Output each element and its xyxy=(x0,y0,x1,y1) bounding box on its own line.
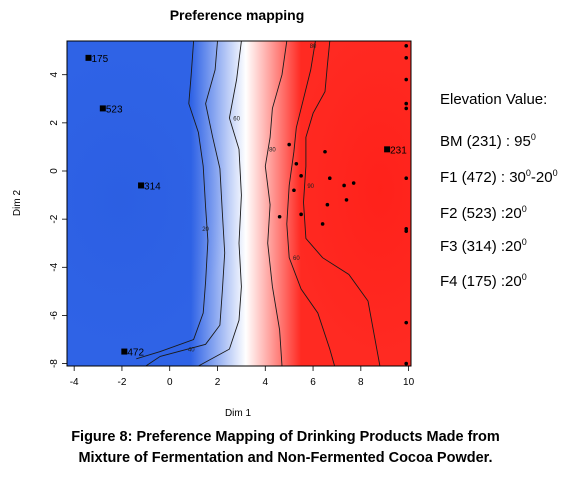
elevation-degree: 0 xyxy=(530,132,536,142)
contour-label: 90 xyxy=(307,184,314,190)
elevation-row-text: F2 (523) :20 xyxy=(440,205,522,222)
consumer-point xyxy=(404,176,409,181)
product-label: 175 xyxy=(92,54,109,65)
product-point xyxy=(138,182,145,189)
x-tick-label: -2 xyxy=(117,377,126,388)
contour-label: 20 xyxy=(202,227,209,233)
contour-labels: 20 40 60 80 80 90 60 xyxy=(188,44,317,353)
product-point xyxy=(121,348,128,355)
consumer-point xyxy=(299,174,303,178)
elevation-row-text: F1 (472) : 30 xyxy=(440,169,526,186)
elevation-degree: 0 xyxy=(525,168,531,178)
consumer-point xyxy=(277,214,282,219)
elevation-row-f1: F1 (472) : 300-200 xyxy=(440,168,558,186)
elevation-row-f4: F4 (175) :200 xyxy=(440,272,527,290)
consumer-point xyxy=(404,320,409,325)
elevation-row-text: F4 (175) :20 xyxy=(440,273,522,290)
x-tick-label: 4 xyxy=(262,377,268,388)
elevation-heading: Elevation Value: xyxy=(440,91,548,108)
contour-line xyxy=(264,41,288,366)
elevation-row-bm: BM (231) : 950 xyxy=(440,132,536,150)
consumer-point xyxy=(342,183,346,188)
elevation-degree: 0 xyxy=(521,204,527,214)
product-points: 175 523 314 472 231 xyxy=(85,54,407,359)
product-point xyxy=(384,146,391,153)
consumer-point xyxy=(404,44,409,48)
consumer-point xyxy=(323,149,327,154)
y-axis-label: Dim 2 xyxy=(12,190,23,217)
x-axis-label: Dim 1 xyxy=(225,408,252,419)
elevation-degree: 0 xyxy=(521,272,527,282)
contour-line xyxy=(303,41,381,366)
y-tick-label: -8 xyxy=(49,359,60,368)
product-label: 472 xyxy=(127,348,144,359)
contour-line xyxy=(286,41,336,366)
consumer-point xyxy=(299,212,303,217)
contour-line xyxy=(136,41,209,360)
consumer-point xyxy=(325,202,330,207)
x-tick-label: -4 xyxy=(70,377,79,388)
product-label: 314 xyxy=(144,181,161,192)
consumer-point xyxy=(404,56,409,60)
contour-label: 40 xyxy=(188,348,195,354)
x-tick-label: 6 xyxy=(310,377,316,388)
plot-frame xyxy=(66,40,412,367)
consumer-point xyxy=(327,176,332,181)
product-point xyxy=(99,105,106,112)
x-tick-label: 0 xyxy=(167,377,173,388)
figure-caption-line1: Figure 8: Preference Mapping of Drinking… xyxy=(71,429,500,445)
x-tick-label: 10 xyxy=(403,377,415,388)
y-tick-label: 0 xyxy=(49,168,60,174)
consumer-point xyxy=(294,161,299,166)
consumer-point xyxy=(292,188,296,193)
consumer-point xyxy=(404,101,409,106)
contour-lines xyxy=(136,41,381,366)
x-tick-label: 2 xyxy=(215,377,221,388)
product-point xyxy=(85,54,92,61)
elevation-degree: 0 xyxy=(521,237,527,247)
elevation-degree: 0 xyxy=(552,168,558,178)
contour-label: 80 xyxy=(269,148,276,154)
contour-label: 80 xyxy=(310,44,317,50)
contour-label: 60 xyxy=(233,116,240,122)
low-preference-region xyxy=(67,50,230,350)
consumer-point xyxy=(404,77,409,82)
figure-caption-line2: Mixture of Fermentation and Non-Fermente… xyxy=(78,450,493,466)
consumer-point xyxy=(344,198,349,202)
consumer-point xyxy=(287,142,291,147)
elevation-row-tail: -20 xyxy=(530,169,553,186)
heatmap-surface: 20 40 60 80 80 90 60 xyxy=(67,41,411,366)
y-tick-label: 2 xyxy=(49,120,60,126)
y-tick-label: -6 xyxy=(49,311,60,320)
contour-label: 60 xyxy=(293,256,300,262)
consumer-point xyxy=(404,229,409,233)
elevation-row-f2: F2 (523) :200 xyxy=(440,204,527,222)
y-tick-label: -4 xyxy=(49,262,60,271)
chart-title: Preference mapping xyxy=(170,7,305,23)
contour-line xyxy=(145,41,226,366)
elevation-row-f3: F3 (314) :200 xyxy=(440,237,527,255)
product-label: 231 xyxy=(390,145,407,156)
product-label: 523 xyxy=(106,104,123,115)
contour-line xyxy=(198,41,242,366)
elevation-row-text: BM (231) : 95 xyxy=(440,133,531,150)
y-tick-label: -2 xyxy=(49,214,60,223)
high-preference-region xyxy=(290,41,411,360)
consumer-point xyxy=(320,222,325,226)
consumer-points xyxy=(277,44,409,366)
consumer-point xyxy=(404,361,409,366)
x-tick-label: 8 xyxy=(358,377,364,388)
x-axis: -4 -2 0 2 4 6 8 10 xyxy=(70,366,415,388)
consumer-point xyxy=(404,106,409,111)
y-tick-label: 4 xyxy=(49,71,60,77)
elevation-row-text: F3 (314) :20 xyxy=(440,238,522,255)
y-axis: -8 -6 -4 -2 0 2 4 xyxy=(49,71,67,368)
consumer-point xyxy=(351,181,356,185)
